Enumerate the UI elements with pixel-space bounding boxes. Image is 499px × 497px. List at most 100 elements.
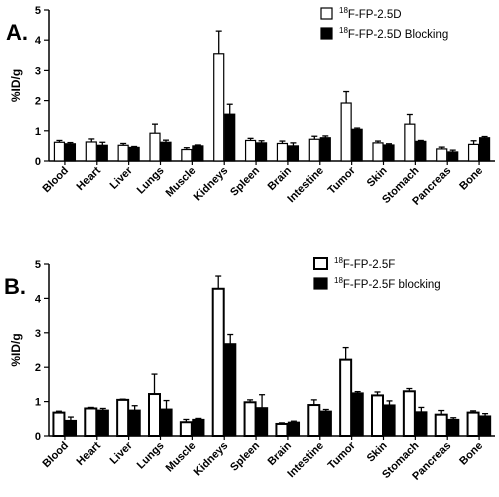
bar-tumor-1 [340, 102, 352, 162]
bar-lungs-2 [160, 141, 172, 162]
bar-liver-2 [128, 146, 140, 162]
y-tick-label: 2 [35, 96, 41, 108]
bar-blood-2 [64, 419, 78, 437]
y-tick-label: 4 [35, 293, 42, 305]
x-category-label: Brain [266, 439, 295, 468]
bar-skin-1 [371, 394, 384, 437]
x-category-label: Lungs [135, 440, 167, 472]
bar-bone-1 [466, 411, 480, 438]
y-tick-label: 1 [35, 126, 41, 138]
legend-swatch [320, 27, 333, 40]
bar-kidneys-2 [224, 113, 236, 162]
bar-pancreas-2 [447, 418, 460, 437]
legend-swatch [313, 257, 328, 270]
y-axis-label: %ID/g [9, 333, 23, 366]
legend-label: F-FP-2.5F [343, 259, 395, 271]
x-category-label: Tumor [326, 164, 359, 197]
bar-kidneys-1 [211, 287, 225, 437]
bar-blood-1 [52, 411, 66, 438]
bar-bone-2 [478, 415, 492, 437]
y-tick-label: 3 [35, 65, 41, 77]
y-tick-label: 1 [35, 397, 41, 409]
bar-spleen-2 [255, 407, 269, 437]
bar-spleen-1 [244, 139, 257, 162]
y-tick-label: 5 [35, 259, 41, 271]
panel-label: B. [4, 274, 26, 299]
x-category-label: Heart [75, 164, 104, 193]
bar-muscle-2 [192, 145, 204, 162]
bar-tumor-1 [339, 358, 353, 437]
x-category-label: Lungs [135, 165, 167, 197]
bar-pancreas-1 [436, 148, 448, 162]
bar-stomach-2 [415, 411, 428, 437]
x-category-label: Kidneys [192, 440, 231, 479]
bar-muscle-1 [181, 148, 193, 162]
bar-blood-2 [64, 143, 77, 162]
x-category-label: Heart [75, 439, 104, 468]
bar-pancreas-1 [434, 413, 448, 437]
bar-lungs-2 [160, 408, 173, 437]
panel-label: A. [6, 20, 28, 45]
bar-muscle-1 [179, 421, 193, 437]
bar-heart-1 [84, 407, 98, 438]
legend-superscript: 18 [339, 6, 348, 15]
bar-intestine-1 [307, 404, 321, 438]
x-category-label: Skin [365, 164, 390, 189]
x-category-label: Blood [41, 440, 72, 471]
y-tick-label: 4 [35, 35, 42, 47]
x-category-label: Blood [41, 165, 72, 196]
bar-skin-2 [383, 404, 396, 437]
y-axis-label: %ID/g [9, 69, 23, 102]
bar-lungs-1 [149, 132, 161, 162]
bar-stomach-1 [404, 123, 416, 162]
legend-swatch [313, 277, 328, 290]
x-category-label: Tumor [326, 439, 359, 472]
bar-tumor-2 [351, 128, 363, 162]
bar-skin-2 [383, 144, 395, 162]
x-category-label: Skin [365, 439, 390, 464]
bar-skin-1 [372, 142, 384, 162]
bar-brain-1 [276, 142, 289, 162]
y-tick-label: 0 [35, 431, 41, 443]
x-category-label: Spleen [228, 439, 262, 473]
bar-intestine-2 [319, 137, 331, 162]
legend-entry: 18F-FP-2.5F blocking [334, 276, 441, 291]
y-tick-label: 3 [35, 328, 41, 340]
x-category-label: Spleen [228, 164, 262, 198]
x-category-label: Bone [457, 440, 485, 468]
bar-intestine-1 [308, 138, 320, 162]
bar-lungs-1 [148, 393, 161, 438]
y-tick-label: 2 [35, 362, 41, 374]
bar-spleen-2 [255, 142, 268, 162]
bar-heart-1 [85, 141, 97, 162]
legend-entry: 18F-FP-2.5D [339, 6, 402, 21]
bar-liver-2 [128, 409, 141, 437]
bar-spleen-1 [243, 401, 257, 437]
legend-entry: 18F-FP-2.5F [334, 256, 395, 271]
bar-stomach-1 [402, 390, 416, 437]
legend-superscript: 18 [339, 26, 348, 35]
legend-entry: 18F-FP-2.5D Blocking [339, 26, 448, 41]
bar-tumor-2 [351, 392, 364, 437]
legend-swatch [320, 7, 333, 20]
x-category-label: Kidneys [192, 165, 231, 204]
y-tick-label: 0 [35, 156, 41, 168]
x-category-label: Bone [457, 165, 485, 193]
bar-kidneys-2 [224, 343, 237, 437]
bar-bone-1 [467, 143, 480, 162]
bar-brain-2 [287, 421, 301, 437]
legend-label: F-FP-2.5D [348, 9, 402, 21]
bar-blood-1 [53, 141, 66, 162]
bar-pancreas-2 [447, 151, 459, 162]
legend-label: F-FP-2.5F blocking [343, 279, 441, 291]
y-tick-label: 5 [35, 5, 41, 17]
bar-heart-2 [96, 144, 108, 162]
bar-muscle-2 [192, 418, 205, 437]
bar-intestine-2 [319, 410, 332, 437]
legend-superscript: 18 [334, 256, 343, 265]
bar-brain-2 [287, 145, 300, 162]
bar-liver-1 [117, 144, 129, 162]
bar-stomach-2 [415, 140, 427, 162]
